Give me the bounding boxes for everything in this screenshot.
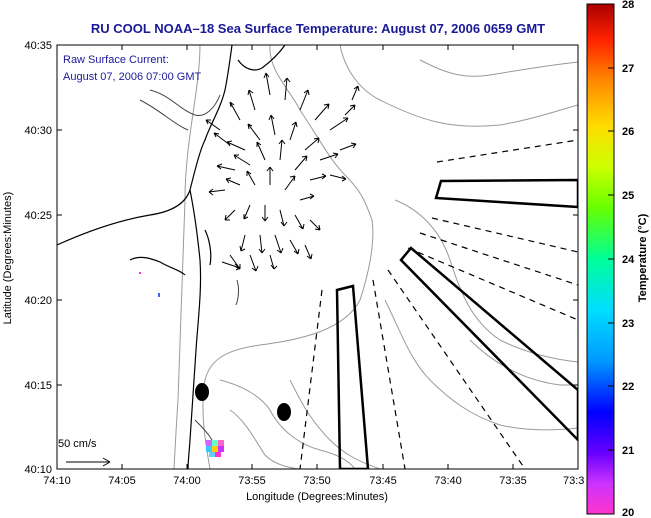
land-feature-blob: [277, 403, 291, 421]
x-tick-labels: 74:10 74:05 74:00 73:55 73:50 73:45 73:4…: [43, 475, 584, 487]
y-tick-label: 40:30: [24, 125, 52, 137]
x-tick-label: 73:3: [563, 475, 584, 487]
y-tick-label: 40:35: [24, 40, 52, 52]
x-tick-label: 73:35: [499, 475, 527, 487]
colorbar-tick: 23: [622, 318, 634, 330]
colorbar-tick: 21: [622, 445, 634, 457]
colorbar-tick: 22: [622, 381, 634, 393]
y-tick-label: 40:25: [24, 210, 52, 222]
x-tick-label: 73:45: [369, 475, 397, 487]
sst-patch: [206, 440, 224, 457]
y-tick-label: 40:15: [24, 380, 52, 392]
x-tick-label: 73:50: [303, 475, 331, 487]
x-tick-label: 74:00: [173, 475, 201, 487]
colorbar-title: Temperature (°C): [637, 213, 649, 302]
coastline: [57, 45, 286, 469]
x-tick-label: 73:55: [238, 475, 266, 487]
colorbar-tick: 24: [622, 254, 635, 266]
sst-pixel: [139, 272, 141, 274]
x-tick-label: 74:10: [43, 475, 71, 487]
restricted-areas: [335, 178, 578, 469]
land-feature-blob: [195, 383, 209, 401]
x-tick-label: 73:40: [434, 475, 462, 487]
x-axis-title: Longitude (Degrees:Minutes): [246, 491, 388, 503]
colorbar-tick: 27: [622, 63, 634, 75]
current-scale-arrow: [66, 457, 111, 467]
y-tick-labels: 40:35 40:30 40:25 40:20 40:15 40:10: [24, 40, 52, 476]
y-tick-label: 40:20: [24, 295, 52, 307]
temperature-colorbar: 28 27 26 25 24 23 22 21 20 Temperature (…: [586, 0, 649, 518]
sst-pixel: [158, 293, 160, 297]
map-area: [57, 45, 578, 469]
surface-current-vectors: [205, 72, 360, 272]
bathymetry-contours: [173, 45, 578, 469]
scale-label: 50 cm/s: [58, 438, 97, 450]
x-tick-label: 74:05: [108, 475, 136, 487]
y-axis-title: Latitude (Degrees:Minutes): [2, 192, 14, 325]
current-annotation-line2: August 07, 2006 07:00 GMT: [63, 71, 201, 83]
colorbar-tick: 20: [622, 507, 634, 518]
colorbar-tick: 25: [622, 190, 634, 202]
shipping-lane-dashes: [299, 139, 578, 469]
colorbar-tick: 28: [622, 0, 634, 11]
current-annotation-line1: Raw Surface Current:: [63, 54, 169, 66]
y-tick-label: 40:10: [24, 464, 52, 476]
colorbar-tick: 26: [622, 126, 634, 138]
map-title: RU COOL NOAA–18 Sea Surface Temperature:…: [91, 21, 545, 36]
y-axis-ticks: [57, 129, 578, 386]
x-axis-ticks: [56, 45, 514, 469]
